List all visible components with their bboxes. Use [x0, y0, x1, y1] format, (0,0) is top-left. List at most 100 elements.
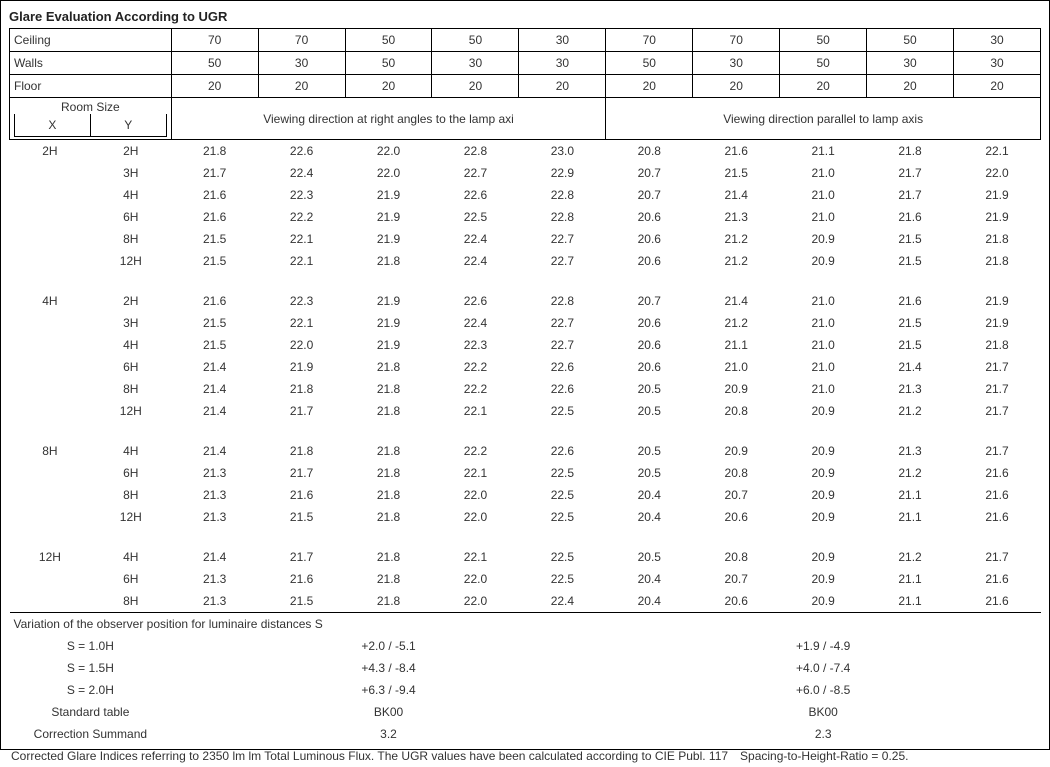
value-cell: 22.5 — [519, 568, 606, 590]
value-cell: 21.7 — [258, 462, 345, 484]
value-cell: 22.6 — [519, 356, 606, 378]
value-cell: 21.7 — [867, 184, 954, 206]
value-cell: 22.8 — [432, 140, 519, 163]
standard-section: Standard table BK00 BK00 Correction Summ… — [10, 701, 1041, 745]
value-cell: 22.5 — [519, 506, 606, 528]
value-cell: 20.4 — [606, 484, 693, 506]
value-cell: 20.7 — [693, 484, 780, 506]
value-cell: 21.4 — [693, 184, 780, 206]
x-cell — [10, 206, 91, 228]
value-cell: 22.6 — [432, 290, 519, 312]
reflectance-cell: 20 — [519, 75, 606, 98]
y-cell: 8H — [90, 484, 171, 506]
value-cell: 21.4 — [171, 546, 258, 568]
ceiling-label: Ceiling — [10, 29, 172, 52]
value-cell: 20.5 — [606, 400, 693, 422]
value-cell: 21.7 — [867, 162, 954, 184]
value-cell: 21.6 — [693, 140, 780, 163]
value-cell: 21.6 — [867, 290, 954, 312]
value-cell: 21.7 — [954, 356, 1041, 378]
value-cell: 21.0 — [780, 206, 867, 228]
value-cell: 20.6 — [606, 312, 693, 334]
s-label: S = 1.0H — [10, 635, 172, 657]
value-cell: 22.4 — [258, 162, 345, 184]
value-cell: 21.9 — [345, 290, 432, 312]
y-cell: 12H — [90, 400, 171, 422]
s-label: S = 1.5H — [10, 657, 172, 679]
value-cell: 22.2 — [432, 378, 519, 400]
x-cell — [10, 590, 91, 613]
value-cell: 21.2 — [867, 546, 954, 568]
value-cell: 21.7 — [258, 400, 345, 422]
value-cell: 21.1 — [867, 590, 954, 613]
value-cell: 21.8 — [954, 334, 1041, 356]
reflectance-cell: 30 — [519, 29, 606, 52]
value-cell: 22.9 — [519, 162, 606, 184]
variation-right: +4.0 / -7.4 — [606, 657, 1041, 679]
value-cell: 21.7 — [954, 440, 1041, 462]
value-cell: 21.9 — [954, 290, 1041, 312]
table-row: 6H21.321.621.822.022.520.420.720.921.121… — [10, 568, 1041, 590]
reflectance-cell: 30 — [867, 52, 954, 75]
value-cell: 22.3 — [258, 184, 345, 206]
reflectance-cell: 20 — [345, 75, 432, 98]
reflectance-cell: 20 — [780, 75, 867, 98]
standard-right: BK00 — [606, 701, 1041, 723]
table-row: 12H21.321.521.822.022.520.420.620.921.12… — [10, 506, 1041, 528]
value-cell: 22.1 — [258, 312, 345, 334]
value-cell: 22.0 — [345, 140, 432, 163]
value-cell: 21.0 — [693, 356, 780, 378]
value-cell: 23.0 — [519, 140, 606, 163]
value-cell: 22.0 — [432, 590, 519, 613]
value-cell: 21.8 — [345, 356, 432, 378]
y-cell: 2H — [90, 140, 171, 163]
x-cell — [10, 312, 91, 334]
value-cell: 21.8 — [345, 546, 432, 568]
value-cell: 20.9 — [780, 440, 867, 462]
value-cell: 22.0 — [954, 162, 1041, 184]
y-cell: 2H — [90, 290, 171, 312]
value-cell: 21.8 — [345, 484, 432, 506]
standard-table-row: Standard table BK00 BK00 — [10, 701, 1041, 723]
value-cell: 21.9 — [345, 312, 432, 334]
y-cell: 4H — [90, 546, 171, 568]
ceiling-row: Ceiling 70705050307070505030 — [10, 29, 1041, 52]
reflectance-cell: 30 — [258, 52, 345, 75]
table-row: 4H21.622.321.922.622.820.721.421.021.721… — [10, 184, 1041, 206]
table-row: 8H21.321.521.822.022.420.420.620.921.121… — [10, 590, 1041, 613]
value-cell: 21.8 — [954, 228, 1041, 250]
value-cell: 21.8 — [345, 400, 432, 422]
value-cell: 21.8 — [171, 140, 258, 163]
value-cell: 20.6 — [606, 250, 693, 272]
value-cell: 21.8 — [345, 506, 432, 528]
value-cell: 21.3 — [867, 378, 954, 400]
variation-left: +6.3 / -9.4 — [171, 679, 606, 701]
value-cell: 20.7 — [693, 568, 780, 590]
value-cell: 21.8 — [345, 440, 432, 462]
x-cell — [10, 250, 91, 272]
variation-header: Variation of the observer position for l… — [10, 613, 1041, 636]
value-cell: 21.4 — [171, 378, 258, 400]
value-cell: 21.8 — [345, 568, 432, 590]
value-cell: 21.8 — [345, 590, 432, 613]
x-cell — [10, 162, 91, 184]
reflectance-cell: 30 — [954, 52, 1041, 75]
value-cell: 20.9 — [780, 484, 867, 506]
value-cell: 20.9 — [780, 400, 867, 422]
value-cell: 22.1 — [258, 250, 345, 272]
value-cell: 21.3 — [693, 206, 780, 228]
table-row: 12H4H21.421.721.822.122.520.520.820.921.… — [10, 546, 1041, 568]
value-cell: 22.4 — [519, 590, 606, 613]
value-cell: 20.4 — [606, 590, 693, 613]
value-cell: 21.6 — [258, 484, 345, 506]
value-cell: 22.6 — [432, 184, 519, 206]
page-title: Glare Evaluation According to UGR — [9, 7, 1041, 28]
value-cell: 20.9 — [693, 440, 780, 462]
value-cell: 21.0 — [780, 334, 867, 356]
value-cell: 21.6 — [171, 206, 258, 228]
table-row: 8H21.421.821.822.222.620.520.921.021.321… — [10, 378, 1041, 400]
value-cell: 21.2 — [693, 250, 780, 272]
y-cell: 4H — [90, 334, 171, 356]
value-cell: 22.1 — [258, 228, 345, 250]
reflectance-cell: 50 — [780, 29, 867, 52]
